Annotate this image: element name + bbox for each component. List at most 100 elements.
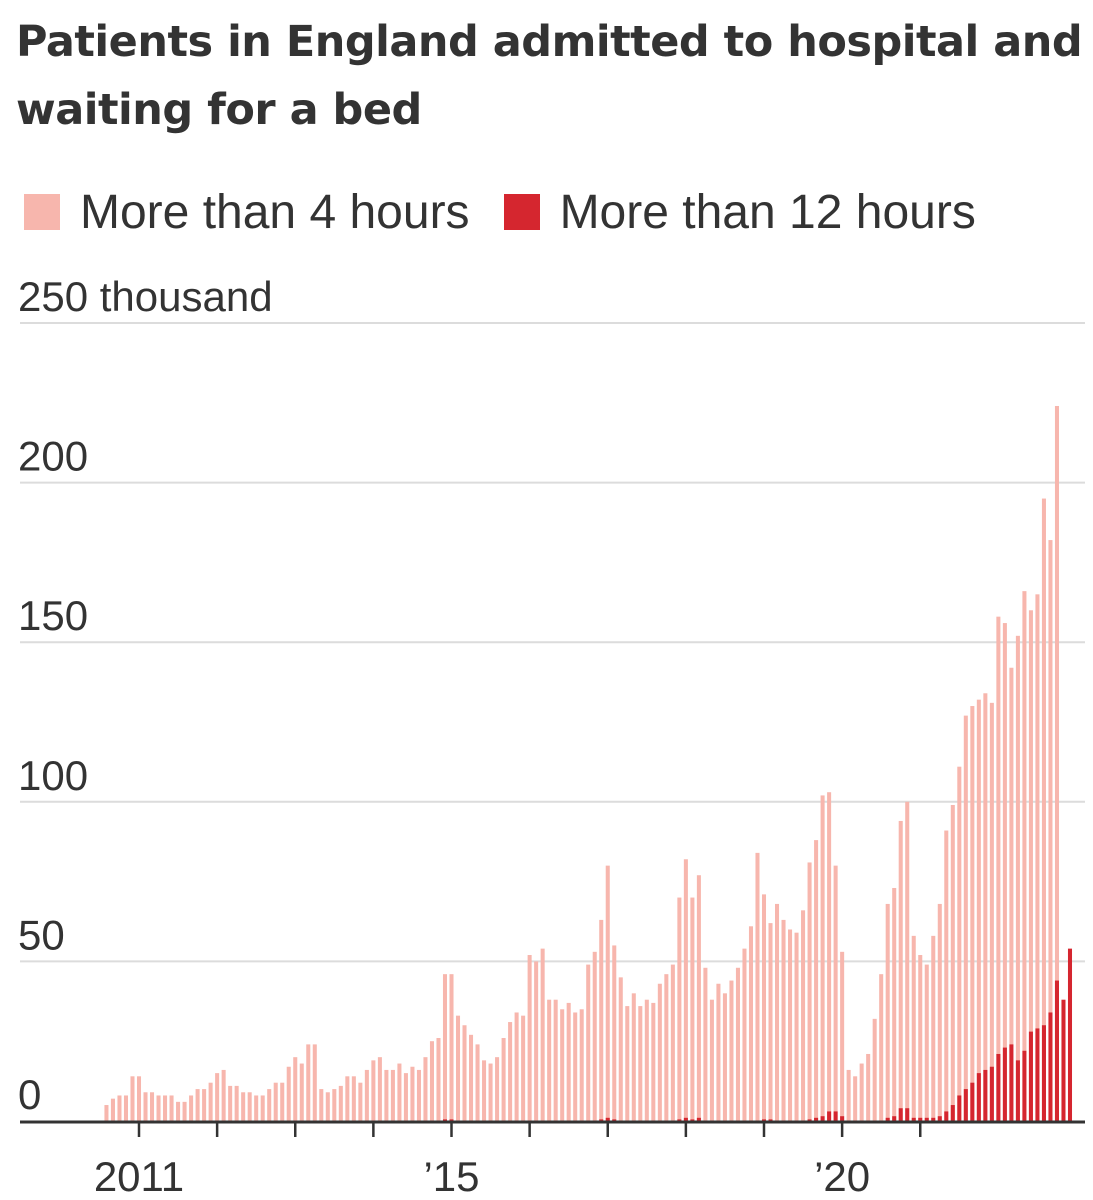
bar-4h-30 [299, 1063, 304, 1121]
y-tick-label-150: 150 [18, 592, 88, 639]
bar-4h-113 [840, 951, 845, 1121]
bar-12h-137 [996, 1053, 1001, 1121]
legend-label-4-hours: More than 4 hours [80, 185, 470, 239]
bar-4h-95 [722, 993, 727, 1121]
bar-4h-50 [429, 1041, 434, 1121]
bar-4h-134 [976, 699, 981, 1121]
bar-4h-78 [612, 945, 617, 1121]
bar-4h-67 [540, 948, 545, 1121]
bar-4h-84 [651, 1002, 656, 1121]
bar-4h-63 [514, 1012, 519, 1121]
bar-12h-125 [918, 1117, 923, 1121]
bar-4h-51 [436, 1038, 441, 1121]
bar-4h-124 [911, 935, 916, 1121]
bar-4h-61 [501, 1038, 506, 1121]
legend-label-12-hours: More than 12 hours [559, 185, 976, 239]
bar-4h-105 [788, 929, 793, 1121]
bar-4h-54 [455, 1015, 461, 1121]
bar-4h-59 [488, 1063, 493, 1121]
bar-4h-93 [709, 999, 714, 1121]
bar-4h-32 [312, 1044, 317, 1121]
bar-4h-72 [573, 1012, 578, 1121]
bar-4h-44 [390, 1069, 395, 1121]
bar-4h-28 [286, 1066, 291, 1121]
bar-12h-148 [1067, 948, 1073, 1121]
bar-4h-52 [442, 974, 448, 1121]
bar-4h-111 [827, 792, 832, 1121]
y-tick-label-250: 250 thousand [18, 273, 273, 320]
bar-4h-122 [898, 820, 903, 1121]
bar-4h-26 [273, 1082, 278, 1121]
bar-4h-55 [462, 1025, 467, 1121]
bar-4h-23 [254, 1095, 259, 1121]
bar-12h-141 [1022, 1050, 1027, 1121]
bar-4h-73 [579, 1009, 584, 1121]
series-4-hours [104, 405, 1059, 1121]
bar-4h-130 [950, 804, 955, 1121]
bar-12h-143 [1035, 1028, 1040, 1121]
bar-4h-17 [215, 1073, 220, 1121]
bar-12h-101 [761, 1119, 767, 1121]
y-tick-label-100: 100 [18, 752, 88, 799]
legend-item-4-hours: More than 4 hours [24, 185, 470, 240]
bar-4h-140 [1015, 635, 1020, 1121]
y-axis-labels: 0 50 100 150 200 250 thousand [18, 273, 273, 1118]
bar-4h-7 [150, 1092, 155, 1121]
bar-4h-24 [260, 1095, 265, 1121]
bar-4h-18 [221, 1069, 226, 1121]
bar-4h-0 [104, 1105, 109, 1121]
bar-4h-98 [742, 948, 747, 1121]
bar-4h-43 [384, 1069, 389, 1121]
bar-12h-128 [937, 1116, 942, 1121]
bar-12h-129 [944, 1111, 949, 1121]
bar-12h-133 [970, 1082, 975, 1121]
bar-4h-12 [182, 1101, 187, 1121]
bar-4h-1 [110, 1098, 115, 1121]
bar-4h-9 [163, 1095, 168, 1121]
bar-4h-47 [410, 1066, 415, 1121]
bar-4h-71 [566, 1002, 571, 1121]
bar-4h-76 [599, 919, 604, 1121]
bar-4h-142 [1028, 610, 1033, 1121]
bar-4h-136 [989, 702, 994, 1121]
bar-4h-58 [482, 1060, 487, 1121]
bar-4h-103 [775, 903, 780, 1121]
bar-12h-88 [677, 1119, 682, 1121]
bar-4h-143 [1035, 594, 1040, 1121]
legend: More than 4 hours More than 12 hours [24, 182, 1010, 242]
bar-12h-53 [449, 1119, 454, 1121]
bar-4h-123 [905, 801, 910, 1121]
bar-4h-42 [377, 1057, 382, 1121]
bar-4h-87 [670, 964, 675, 1121]
bar-12h-136 [989, 1066, 994, 1121]
bar-4h-49 [423, 1057, 428, 1121]
bar-4h-79 [618, 977, 623, 1121]
bar-12h-109 [814, 1117, 819, 1121]
bar-12h-121 [892, 1116, 897, 1121]
bar-4h-97 [735, 967, 740, 1121]
bar-12h-147 [1061, 999, 1066, 1121]
bar-4h-62 [508, 1022, 513, 1121]
bar-4h-60 [495, 1057, 500, 1121]
series-12-hours [442, 948, 1073, 1121]
bar-12h-78 [612, 1119, 617, 1121]
bar-4h-22 [247, 1092, 252, 1121]
bar-4h-39 [358, 1082, 363, 1121]
bar-4h-74 [586, 964, 591, 1121]
bar-12h-120 [885, 1117, 890, 1121]
bar-12h-110 [820, 1116, 825, 1121]
gridlines [20, 322, 1085, 963]
bar-4h-104 [781, 919, 786, 1121]
bar-4h-125 [918, 955, 923, 1121]
bar-12h-144 [1041, 1025, 1046, 1121]
bar-4h-138 [1002, 623, 1007, 1121]
bar-4h-41 [371, 1060, 376, 1121]
bar-4h-4 [130, 1076, 135, 1121]
y-tick-label-200: 200 [18, 433, 88, 480]
bar-4h-107 [801, 910, 806, 1121]
bar-4h-66 [534, 961, 539, 1121]
bar-4h-131 [957, 766, 962, 1121]
legend-swatch-12-hours [503, 194, 540, 230]
bar-4h-101 [761, 894, 767, 1121]
